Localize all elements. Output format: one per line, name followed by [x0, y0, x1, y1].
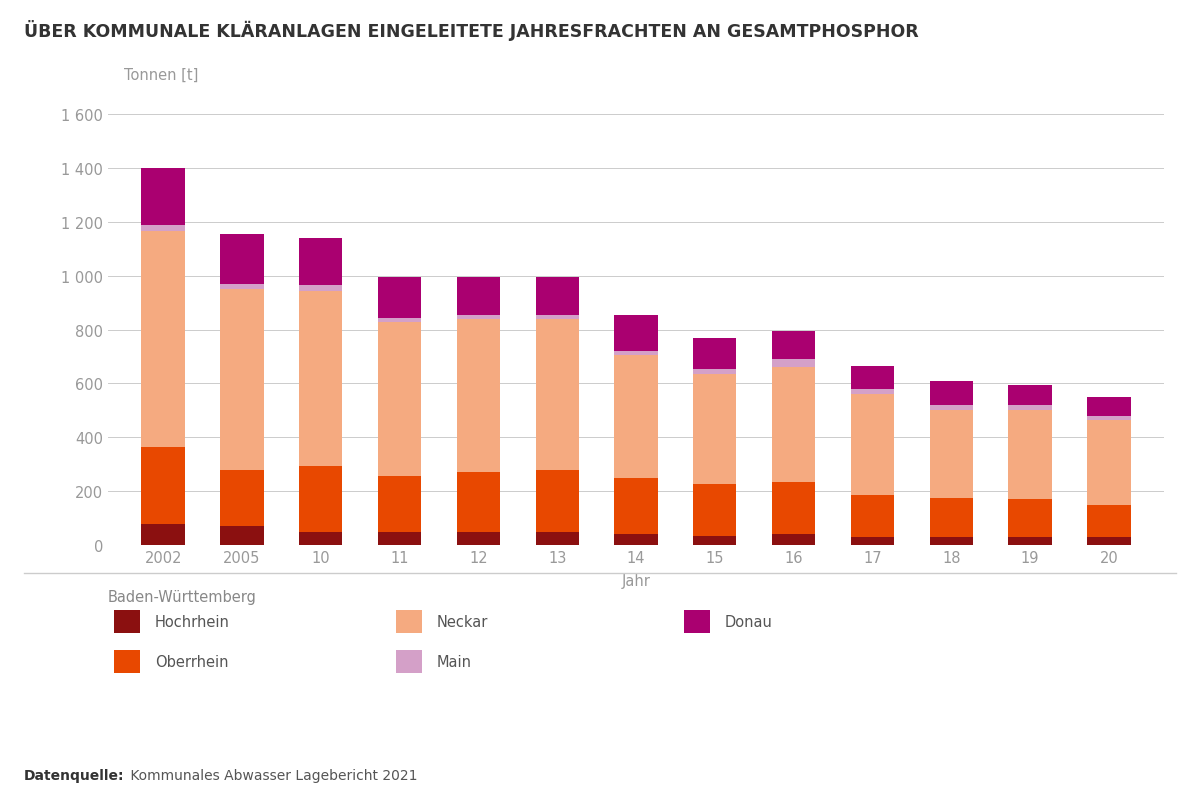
Bar [299, 291, 342, 466]
Bar [1008, 411, 1051, 500]
Bar [1008, 500, 1051, 537]
X-axis label: Jahr: Jahr [622, 573, 650, 589]
Bar [614, 356, 658, 478]
Bar [299, 286, 342, 291]
Bar [457, 277, 500, 315]
Bar [1008, 386, 1051, 406]
Bar [299, 532, 342, 545]
Bar [1087, 537, 1130, 545]
Bar [851, 496, 894, 537]
Bar [930, 498, 973, 537]
Bar [1008, 537, 1051, 545]
Bar [535, 319, 578, 470]
Bar [772, 482, 815, 535]
Bar [694, 485, 737, 536]
Bar [694, 369, 737, 375]
Bar [535, 277, 578, 315]
Bar [930, 411, 973, 498]
Bar [614, 478, 658, 535]
Bar [378, 532, 421, 545]
Text: Baden-Württemberg: Baden-Württemberg [108, 589, 257, 605]
Bar [378, 476, 421, 532]
Bar [614, 352, 658, 356]
Bar [535, 532, 578, 545]
Bar [299, 466, 342, 532]
Bar [457, 315, 500, 319]
Bar [851, 537, 894, 545]
Text: Kommunales Abwasser Lagebericht 2021: Kommunales Abwasser Lagebericht 2021 [126, 768, 418, 782]
Bar [930, 381, 973, 406]
Bar [142, 448, 185, 524]
Bar [535, 470, 578, 532]
Bar [1087, 416, 1130, 420]
Bar [614, 535, 658, 545]
Bar [457, 472, 500, 532]
Text: Main: Main [437, 654, 472, 669]
Bar [772, 368, 815, 482]
Bar [930, 537, 973, 545]
Bar [694, 536, 737, 545]
Bar [851, 395, 894, 496]
Bar [930, 406, 973, 411]
Bar [1008, 406, 1051, 411]
Bar [772, 331, 815, 360]
Text: Oberrhein: Oberrhein [155, 654, 228, 669]
Bar [221, 290, 264, 470]
Bar [142, 524, 185, 545]
Bar [221, 285, 264, 290]
Text: Datenquelle:: Datenquelle: [24, 768, 125, 782]
Bar [457, 532, 500, 545]
Text: Neckar: Neckar [437, 614, 488, 629]
Bar [221, 235, 264, 285]
Bar [457, 319, 500, 472]
Bar [1087, 505, 1130, 537]
Bar [694, 375, 737, 485]
Text: Tonnen [t]: Tonnen [t] [124, 68, 198, 83]
Bar [299, 239, 342, 286]
Text: ÜBER KOMMUNALE KLÄRANLAGEN EINGELEITETE JAHRESFRACHTEN AN GESAMTPHOSPHOR: ÜBER KOMMUNALE KLÄRANLAGEN EINGELEITETE … [24, 20, 919, 41]
Bar [378, 277, 421, 318]
Text: Donau: Donau [725, 614, 773, 629]
Bar [378, 318, 421, 322]
Bar [221, 470, 264, 527]
Bar [1087, 420, 1130, 505]
Bar [142, 225, 185, 232]
Bar [772, 360, 815, 368]
Bar [851, 367, 894, 390]
Bar [142, 169, 185, 225]
Bar [614, 315, 658, 352]
Bar [378, 322, 421, 476]
Bar [1087, 398, 1130, 416]
Bar [772, 535, 815, 545]
Bar [535, 315, 578, 319]
Text: Hochrhein: Hochrhein [155, 614, 229, 629]
Bar [221, 527, 264, 545]
Bar [694, 338, 737, 369]
Bar [142, 232, 185, 448]
Bar [851, 390, 894, 395]
